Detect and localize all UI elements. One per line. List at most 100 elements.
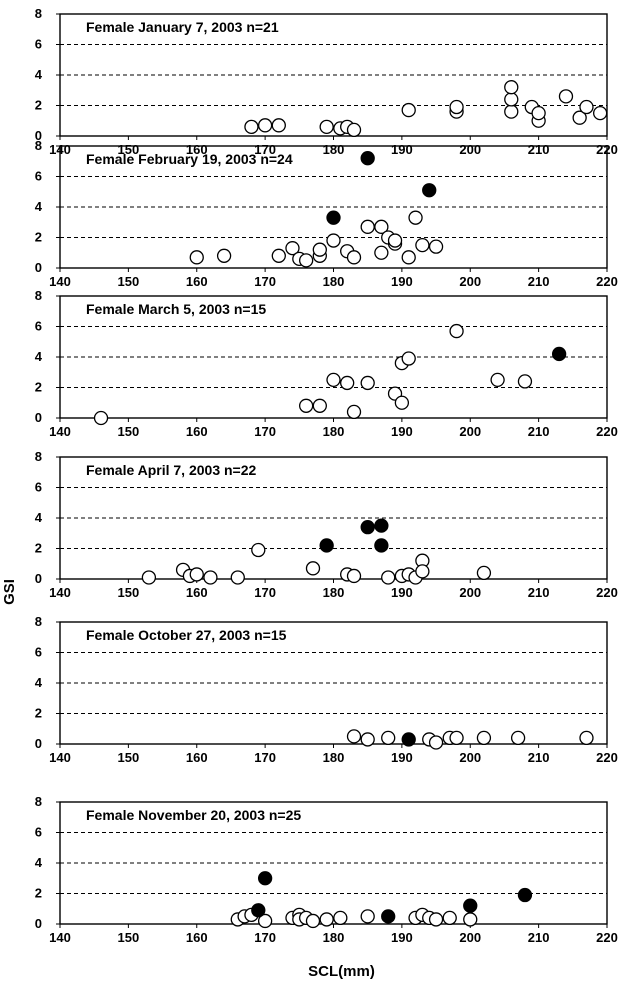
x-tick-label: 220 [596,274,618,289]
open-data-point [189,250,204,265]
open-data-point [428,912,444,927]
y-tick-label: 8 [35,449,42,464]
filled-data-point [463,898,478,913]
filled-data-point [326,210,341,225]
open-data-point [346,729,362,744]
x-tick-label: 180 [323,930,345,945]
scatter-panel-4: 0 2 4 6 8 140 150 160 170 180 190 200 210 220 Female A… [35,449,618,600]
x-tick-label: 210 [528,750,550,765]
x-tick-label: 180 [323,142,345,157]
open-data-point [579,99,594,115]
open-data-point [593,105,608,121]
open-data-point [319,119,334,134]
x-tick-label: 210 [528,274,550,289]
panel-title: Female January 7, 2003 n=21 [86,19,279,35]
y-tick-label: 0 [35,410,42,425]
x-tick-label: 200 [459,585,481,600]
open-data-point [340,375,355,391]
x-tick-label: 150 [118,585,140,600]
filled-data-point [374,518,389,533]
x-tick-label: 200 [459,142,481,157]
y-tick-label: 4 [35,349,43,364]
x-tick-label: 210 [528,424,550,439]
panel-title: Female November 20, 2003 n=25 [86,807,301,823]
x-tick-label: 190 [391,585,413,600]
open-data-point [401,250,416,265]
open-data-point [312,242,327,257]
x-tick-label: 220 [596,424,618,439]
y-tick-label: 8 [35,614,42,629]
filled-data-point [360,151,375,166]
open-data-point [285,241,300,256]
open-data-point [216,248,232,263]
x-tick-label: 170 [254,274,276,289]
x-tick-label: 220 [596,750,618,765]
filled-data-point [257,871,273,886]
open-data-point [428,239,444,254]
y-tick-label: 6 [35,480,42,495]
open-data-point [463,912,478,927]
y-tick-label: 2 [35,541,42,556]
open-data-point [381,570,396,585]
x-tick-label: 190 [391,930,413,945]
open-data-point [333,910,348,926]
x-tick-label: 140 [49,585,71,600]
open-data-point [415,564,430,579]
x-tick-label: 180 [323,750,345,765]
y-tick-label: 0 [35,571,42,586]
x-tick-label: 150 [118,930,140,945]
y-tick-label: 6 [35,645,42,660]
open-data-point [504,104,519,119]
open-data-point [360,732,375,747]
x-tick-label: 160 [186,274,208,289]
y-tick-label: 8 [35,6,42,21]
y-tick-label: 4 [35,675,43,690]
scatter-panel-5: 0 2 4 6 8 140 150 160 170 180 190 200 210 220 Female O… [35,614,618,765]
open-data-point [415,237,430,253]
open-data-point [326,233,341,248]
open-data-point [374,245,389,260]
y-tick-label: 4 [35,199,43,214]
open-data-point [374,219,389,234]
open-data-point [271,248,286,263]
open-data-point [504,92,519,107]
x-tick-label: 150 [118,274,140,289]
open-data-point [257,118,273,133]
y-tick-label: 6 [35,37,42,52]
y-tick-label: 6 [35,319,42,334]
open-data-point [305,561,321,576]
open-data-point [230,570,245,585]
y-tick-label: 4 [35,855,43,870]
open-data-point [394,395,410,410]
open-data-point [244,119,259,134]
y-tick-label: 2 [35,886,42,901]
x-tick-label: 210 [528,930,550,945]
open-data-point [442,910,457,926]
y-tick-label: 2 [35,706,42,721]
open-data-point [360,909,375,924]
open-data-point [346,122,362,138]
x-tick-label: 160 [186,750,208,765]
open-data-point [257,913,273,929]
y-tick-label: 6 [35,825,42,840]
filled-data-point [517,887,533,903]
y-tick-label: 8 [35,794,42,809]
x-tick-label: 210 [528,585,550,600]
open-data-point [401,102,416,118]
y-tick-label: 8 [35,138,42,153]
x-tick-label: 160 [186,585,208,600]
scatter-panel-6: 0 2 4 6 8 140 150 160 170 180 190 200 210 220 Female N… [35,794,618,945]
x-tick-label: 160 [186,930,208,945]
x-tick-label: 170 [254,585,276,600]
filled-data-point [374,538,389,553]
scatter-panel-2: 0 2 4 6 8 140 150 160 170 180 190 200 210 220 Female F… [35,138,618,289]
open-data-point [251,542,266,558]
y-tick-label: 0 [35,916,42,931]
open-data-point [476,565,492,581]
filled-data-point [319,538,334,553]
open-data-point [504,80,519,95]
open-data-point [298,398,314,413]
x-tick-label: 200 [459,930,481,945]
x-tick-label: 170 [254,750,276,765]
